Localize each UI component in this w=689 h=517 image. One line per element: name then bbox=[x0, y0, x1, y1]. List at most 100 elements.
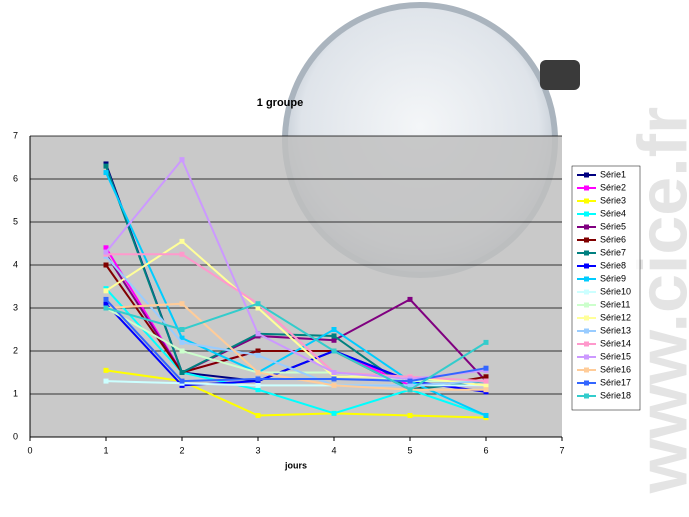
point bbox=[103, 288, 109, 294]
legend-marker bbox=[584, 341, 589, 347]
point bbox=[103, 170, 109, 176]
x-tick-label: 0 bbox=[27, 445, 32, 455]
legend-marker bbox=[584, 224, 589, 230]
legend-label: Série12 bbox=[600, 312, 631, 322]
point bbox=[331, 376, 337, 382]
point bbox=[103, 367, 109, 373]
point bbox=[103, 301, 109, 307]
legend-label: Série7 bbox=[600, 247, 626, 257]
point bbox=[179, 327, 185, 332]
point bbox=[331, 337, 337, 343]
point bbox=[103, 249, 109, 255]
point bbox=[179, 251, 185, 257]
point bbox=[255, 387, 261, 393]
stopwatch-button bbox=[540, 60, 580, 90]
legend-marker bbox=[584, 250, 589, 256]
point bbox=[407, 413, 413, 418]
point bbox=[179, 157, 185, 163]
point bbox=[407, 387, 413, 393]
legend-marker bbox=[584, 211, 589, 217]
legend-label: Série13 bbox=[600, 325, 631, 335]
point bbox=[331, 333, 337, 339]
legend-marker bbox=[584, 393, 589, 399]
legend-label: Série10 bbox=[600, 286, 631, 296]
point bbox=[331, 327, 337, 332]
legend-label: Série5 bbox=[600, 221, 626, 231]
point bbox=[407, 378, 413, 384]
series-line bbox=[105, 369, 487, 419]
point bbox=[483, 365, 489, 371]
point bbox=[331, 348, 337, 354]
x-axis-label: jours bbox=[284, 460, 307, 470]
legend-label: Série17 bbox=[600, 377, 631, 387]
legend-label: Série14 bbox=[600, 338, 631, 348]
point bbox=[483, 382, 489, 388]
series-line bbox=[105, 157, 487, 380]
point bbox=[483, 387, 489, 393]
point bbox=[179, 339, 185, 345]
y-tick-label: 0 bbox=[13, 431, 18, 441]
legend-marker bbox=[584, 289, 589, 295]
legend-label: Série11 bbox=[600, 299, 630, 309]
plot-area bbox=[30, 136, 562, 437]
point bbox=[407, 296, 413, 302]
point bbox=[103, 163, 109, 169]
y-tick-label: 6 bbox=[13, 173, 18, 183]
series-line bbox=[105, 302, 487, 391]
point bbox=[255, 413, 261, 418]
series-line bbox=[105, 298, 487, 383]
legend-marker bbox=[584, 185, 589, 191]
legend-label: Série3 bbox=[600, 195, 626, 205]
legend-label: Série8 bbox=[600, 260, 626, 270]
x-tick-label: 3 bbox=[255, 445, 260, 455]
point bbox=[255, 370, 261, 375]
legend-label: Série18 bbox=[600, 390, 631, 400]
x-tick-label: 1 bbox=[103, 445, 108, 455]
legend-label: Série15 bbox=[600, 351, 631, 361]
point bbox=[103, 262, 109, 268]
legend-label: Série6 bbox=[600, 234, 626, 244]
legend-marker bbox=[584, 380, 589, 386]
legend-marker bbox=[584, 276, 589, 282]
point bbox=[179, 348, 185, 354]
legend-marker bbox=[584, 328, 589, 334]
point bbox=[331, 382, 337, 388]
point bbox=[103, 305, 109, 311]
legend-marker bbox=[584, 198, 589, 204]
point bbox=[255, 382, 261, 388]
legend-marker bbox=[584, 315, 589, 321]
point bbox=[331, 370, 337, 375]
legend-marker bbox=[584, 237, 589, 243]
y-tick-label: 5 bbox=[13, 216, 18, 226]
point bbox=[103, 296, 109, 302]
x-tick-label: 4 bbox=[331, 445, 336, 455]
series-line bbox=[105, 165, 487, 391]
y-tick-label: 3 bbox=[13, 302, 18, 312]
point bbox=[255, 301, 261, 307]
y-tick-label: 7 bbox=[13, 130, 18, 140]
point bbox=[179, 335, 185, 341]
legend-label: Série1 bbox=[600, 169, 626, 179]
point bbox=[103, 378, 109, 384]
point bbox=[179, 301, 185, 307]
point bbox=[483, 374, 489, 380]
point bbox=[103, 245, 109, 251]
y-tick-label: 4 bbox=[13, 259, 18, 269]
y-tick-label: 1 bbox=[13, 388, 18, 398]
x-tick-label: 6 bbox=[483, 445, 488, 455]
legend-marker bbox=[584, 172, 589, 178]
legend-marker bbox=[584, 302, 589, 308]
y-tick-label: 2 bbox=[13, 345, 18, 355]
point bbox=[179, 238, 185, 244]
series-line bbox=[105, 287, 487, 417]
point bbox=[331, 410, 337, 416]
chart-title: 1 groupe bbox=[257, 97, 303, 109]
point bbox=[483, 378, 489, 384]
legend-marker bbox=[584, 263, 589, 269]
point bbox=[255, 305, 261, 311]
legend-label: Série4 bbox=[600, 208, 626, 218]
point bbox=[255, 348, 261, 354]
legend-marker bbox=[584, 367, 589, 373]
